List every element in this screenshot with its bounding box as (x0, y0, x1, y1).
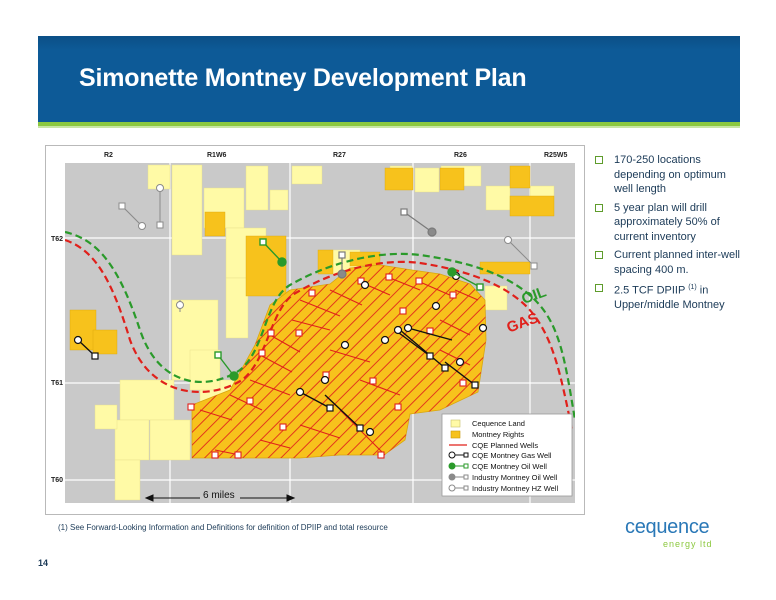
title-underline (38, 122, 740, 126)
title-bar: Simonette Montney Development Plan (38, 36, 740, 122)
bullet-item: Current planned inter-well spacing 400 m… (592, 248, 742, 277)
bullet-text: in Upper/middle Montney (614, 284, 725, 312)
bullet-checkbox-icon (595, 251, 603, 259)
planned-well-markers (187, 273, 467, 459)
legend-label-planned-wells: CQE Planned Wells (472, 441, 538, 450)
bullet-text: 5 year plan will drill approximately 50%… (614, 201, 720, 243)
bullet-item: 170-250 locations depending on optimum w… (592, 153, 742, 197)
bullet-checkbox-icon (595, 284, 603, 292)
legend-gas-well-icon (448, 451, 469, 459)
bullet-item: 5 year plan will drill approximately 50%… (592, 201, 742, 245)
development-hatch (192, 265, 486, 458)
bullet-text: Current planned inter-well spacing 400 m… (614, 249, 740, 276)
title-underline-light (38, 126, 740, 128)
bullet-text: 2.5 TCF DPIIP (614, 284, 689, 297)
planned-wells (199, 277, 479, 456)
legend-label-industry-hz-well: Industry Montney HZ Well (472, 484, 558, 493)
logo-tagline: energy ltd (663, 539, 713, 549)
key-points-list: 170-250 locations depending on optimum w… (592, 153, 742, 317)
range-label-r27: R27 (333, 152, 346, 159)
cequence-logo: cequence energy ltd (625, 516, 745, 556)
legend-label-gas-well: CQE Montney Gas Well (472, 451, 552, 460)
legend-label-cequence-land: Cequence Land (472, 419, 525, 428)
range-label-r1w6: R1W6 (207, 152, 227, 159)
legend-label-industry-oil-well: Industry Montney Oil Well (472, 473, 558, 482)
legend-montney-rights-swatch (450, 430, 461, 439)
scale-bar-label: 6 miles (203, 490, 235, 501)
footnote: (1) See Forward-Looking Information and … (58, 523, 388, 532)
footnote-ref: (1) (688, 284, 697, 291)
industry-oil-wells (337, 208, 437, 279)
legend-label-montney-rights: Montney Rights (472, 430, 524, 439)
legend-cequence-land-swatch (450, 419, 461, 428)
page-number: 14 (38, 558, 49, 568)
industry-hz-wells (118, 184, 538, 312)
cequence-land-parcels (94, 164, 555, 501)
legend-industry-hz-well-icon (448, 484, 469, 492)
oil-trend-line (65, 230, 575, 421)
cqe-oil-wells (214, 238, 484, 381)
logo-wordmark: cequence (625, 516, 710, 538)
township-label-t62: T62 (51, 236, 64, 243)
legend-oil-well-icon (448, 462, 469, 470)
township-label-t61: T61 (51, 380, 64, 387)
gas-trend-line (65, 238, 574, 431)
bullet-checkbox-icon (595, 203, 603, 212)
legend-label-oil-well: CQE Montney Oil Well (472, 462, 547, 471)
range-label-r25w5: R25W5 (544, 152, 568, 159)
legend-industry-oil-well-icon (448, 473, 469, 481)
map-legend: Cequence Land Montney Rights CQE Planned… (441, 413, 573, 497)
township-label-t60: T60 (51, 477, 64, 484)
bullet-item: 2.5 TCF DPIIP (1) in Upper/middle Montne… (592, 281, 742, 313)
bullet-checkbox-icon (595, 156, 603, 164)
scale-bar (144, 494, 296, 502)
range-label-r2: R2 (104, 152, 113, 159)
bullet-text: 170-250 locations depending on optimum w… (614, 154, 726, 195)
range-label-r26: R26 (454, 152, 467, 159)
cqe-gas-well-end-markers (91, 352, 479, 432)
slide-title: Simonette Montney Development Plan (79, 64, 527, 92)
